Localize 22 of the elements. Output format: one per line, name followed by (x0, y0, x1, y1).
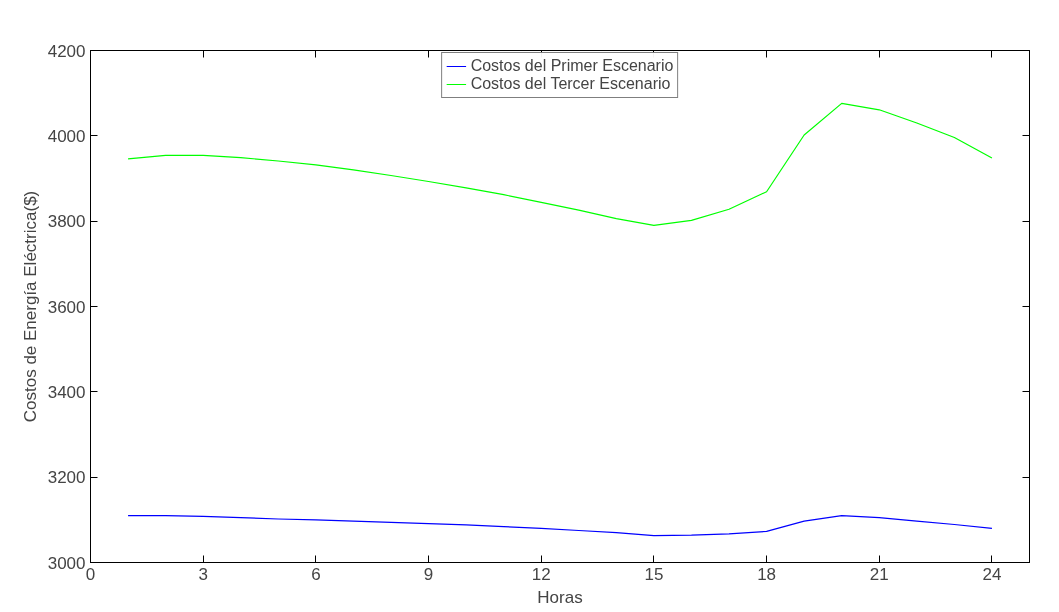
y-tick-label: 3600 (47, 297, 86, 317)
legend-label: Costos del Tercer Escenario (470, 75, 671, 93)
x-tick-label: 6 (311, 564, 321, 584)
y-tick-label: 4200 (47, 41, 86, 61)
y-tick-label: 3400 (47, 382, 86, 402)
line-series (127, 102, 993, 227)
x-tick-label: 12 (531, 564, 551, 584)
x-tick-label: 9 (423, 564, 434, 584)
x-tick-label: 15 (644, 564, 664, 584)
x-tick-label: 0 (85, 564, 96, 584)
y-axis-title: Costos de Energía Eléctrica($) (20, 190, 40, 423)
x-tick-label: 21 (869, 564, 889, 584)
y-tick-label: 3200 (47, 468, 86, 488)
legend-label: Costos del Primer Escenario (470, 57, 674, 75)
x-axis-title: Horas (537, 587, 583, 607)
line-series (127, 514, 993, 537)
x-tick-label: 18 (757, 564, 777, 584)
y-tick-label: 3800 (47, 212, 86, 232)
x-tick-label: 3 (198, 564, 208, 584)
y-tick-label: 4000 (47, 126, 86, 146)
y-tick-label: 3000 (47, 553, 86, 573)
x-tick-label: 24 (982, 564, 1002, 584)
